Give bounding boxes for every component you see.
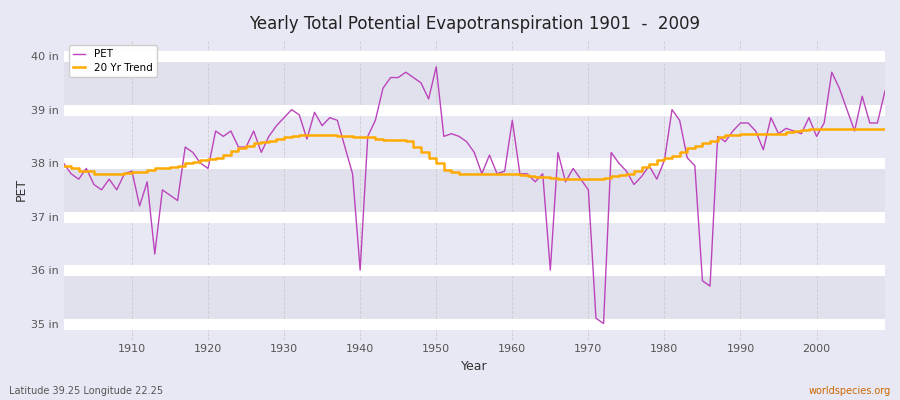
Text: worldspecies.org: worldspecies.org: [809, 386, 891, 396]
PET: [507, 118, 517, 123]
20 Yr Trend: [286, 134, 297, 139]
Text: Latitude 39.25 Longitude 22.25: Latitude 39.25 Longitude 22.25: [9, 386, 163, 396]
PET: [58, 161, 69, 166]
Bar: [64, 163, 885, 216]
20 Yr Trend: [58, 163, 69, 168]
PET: [332, 118, 343, 123]
Title: Yearly Total Potential Evapotranspiration 1901  -  2009: Yearly Total Potential Evapotranspiratio…: [248, 15, 700, 33]
PET: [598, 321, 609, 326]
Legend: PET, 20 Yr Trend: PET, 20 Yr Trend: [68, 45, 157, 77]
PET: [431, 64, 442, 69]
Bar: [64, 216, 885, 270]
20 Yr Trend: [332, 134, 343, 139]
PET: [614, 161, 625, 166]
20 Yr Trend: [500, 172, 510, 176]
X-axis label: Year: Year: [461, 360, 488, 373]
PET: [286, 107, 297, 112]
20 Yr Trend: [553, 177, 563, 182]
20 Yr Trend: [507, 172, 517, 176]
PET: [515, 172, 526, 176]
20 Yr Trend: [804, 126, 814, 131]
Y-axis label: PET: PET: [15, 178, 28, 202]
Bar: [64, 110, 885, 163]
Line: 20 Yr Trend: 20 Yr Trend: [64, 129, 885, 179]
Bar: [64, 56, 885, 110]
20 Yr Trend: [119, 170, 130, 175]
PET: [119, 172, 130, 176]
Bar: [64, 270, 885, 324]
PET: [879, 88, 890, 93]
20 Yr Trend: [879, 126, 890, 131]
Line: PET: PET: [64, 67, 885, 324]
20 Yr Trend: [606, 174, 616, 178]
